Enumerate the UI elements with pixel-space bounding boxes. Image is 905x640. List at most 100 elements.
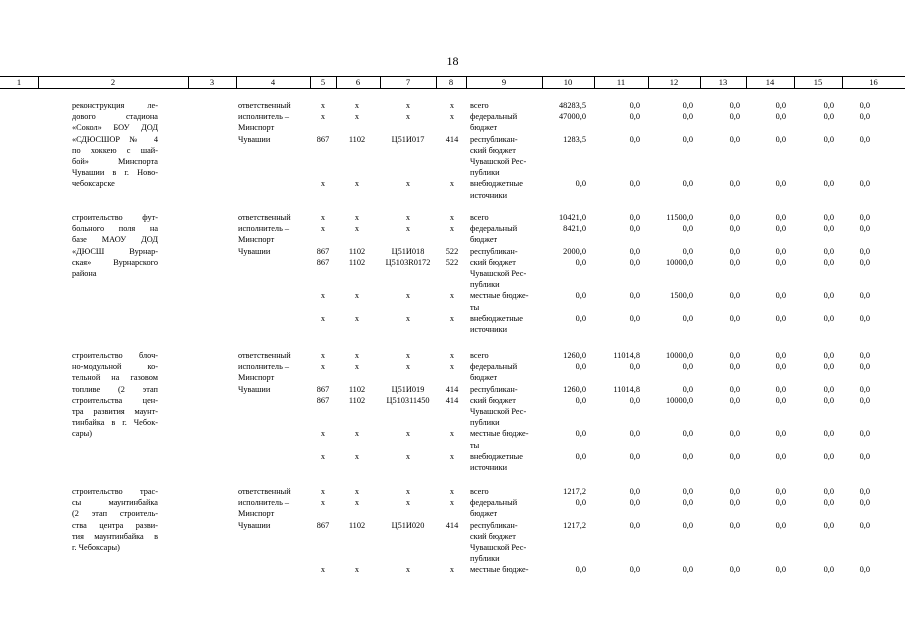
section-code: х — [354, 429, 360, 439]
funding-value: 10421,0 — [559, 213, 586, 222]
grbs-code: х — [320, 565, 326, 575]
funding-source-line: внебюджетные — [470, 313, 523, 323]
funding-value: 0,0 — [775, 498, 786, 508]
funding-value: 1260,0 — [563, 351, 586, 360]
header-col-16: 16 — [869, 77, 878, 87]
object-name-line: строительства цен- — [72, 395, 158, 405]
object-name-line: Чувашии в г. Ново- — [72, 168, 158, 178]
funding-source-line: федеральный — [470, 498, 518, 508]
funding-value: 0,0 — [823, 291, 834, 301]
funding-source-line: источники — [470, 463, 508, 472]
funding-source-line: внебюджетные — [470, 179, 523, 189]
executor-line: исполнитель – — [238, 498, 290, 508]
funding-source-line: местные бюдже- — [470, 429, 529, 439]
funding-value: 0,0 — [629, 257, 640, 267]
section-code: х — [354, 313, 360, 323]
target-article-code: х — [405, 313, 411, 323]
section-code: х — [354, 291, 360, 301]
executor-line: Минспорт — [238, 235, 275, 245]
funding-value: 0,0 — [775, 395, 786, 405]
section-code: х — [354, 351, 360, 360]
header-col-3: 3 — [209, 77, 215, 87]
section-code: 1102 — [348, 257, 366, 267]
funding-source-line: республикан- — [470, 520, 518, 530]
funding-value: 0,0 — [823, 429, 834, 439]
funding-value: 0,0 — [859, 451, 870, 461]
object-name-line: ства центра разви- — [72, 520, 158, 530]
funding-value: 0,0 — [629, 224, 640, 234]
funding-value: 0,0 — [682, 179, 693, 189]
grbs-code: 867 — [316, 246, 330, 256]
header-divider — [38, 77, 39, 88]
funding-value: 0,0 — [729, 565, 740, 575]
funding-value: 0,0 — [775, 429, 786, 439]
funding-source-line: публики — [470, 168, 500, 178]
funding-value: 0,0 — [629, 213, 640, 222]
object-name-line: больного поля на — [72, 224, 158, 234]
target-article-code: х — [405, 213, 411, 222]
funding-value: 0,0 — [575, 313, 586, 323]
funding-value: 0,0 — [729, 224, 740, 234]
funding-source-line: бюджет — [470, 123, 498, 133]
grbs-code: х — [320, 362, 326, 372]
funding-value: 10000,0 — [666, 351, 693, 360]
object-name-line: по хоккею с шай- — [72, 145, 158, 155]
section-code: 1102 — [348, 395, 366, 405]
header-divider — [842, 77, 843, 88]
grbs-code: х — [320, 213, 326, 222]
funding-value: 0,0 — [575, 179, 586, 189]
funding-value: 0,0 — [823, 112, 834, 122]
object-name-line: но-модульной ко- — [72, 362, 158, 372]
funding-value: 0,0 — [823, 565, 834, 575]
grbs-code: 867 — [316, 257, 330, 267]
funding-source-line: республикан- — [470, 384, 518, 394]
object-name-line: чебоксарске — [72, 179, 115, 189]
funding-value: 0,0 — [629, 291, 640, 301]
funding-value: 0,0 — [729, 384, 740, 394]
funding-value: 1217,2 — [563, 487, 586, 496]
funding-value: 0,0 — [682, 384, 693, 394]
funding-value: 0,0 — [859, 257, 870, 267]
expense-type-code: х — [449, 351, 455, 360]
header-col-5: 5 — [320, 77, 326, 87]
funding-value: 0,0 — [859, 429, 870, 439]
funding-value: 0,0 — [823, 395, 834, 405]
header-divider — [594, 77, 595, 88]
funding-value: 0,0 — [823, 257, 834, 267]
funding-value: 0,0 — [629, 395, 640, 405]
funding-value: 0,0 — [629, 565, 640, 575]
funding-value: 0,0 — [682, 520, 693, 530]
grbs-code: х — [320, 498, 326, 508]
grbs-code: х — [320, 291, 326, 301]
object-name-line: «СДЮСШОР № 4 — [72, 134, 158, 144]
funding-value: 0,0 — [775, 291, 786, 301]
funding-value: 0,0 — [682, 224, 693, 234]
object-name-line: г. Чебоксары) — [72, 543, 120, 552]
funding-value: 0,0 — [729, 487, 740, 496]
expense-type-code: х — [449, 429, 455, 439]
section-code: х — [354, 224, 360, 234]
header-col-10: 10 — [563, 77, 573, 87]
section-code: х — [354, 362, 360, 372]
header-col-6: 6 — [355, 77, 361, 87]
object-name-line: сары) — [72, 429, 92, 439]
expense-type-code: х — [449, 451, 455, 461]
object-name-line: дового стадиона — [72, 112, 158, 122]
funding-value: 0,0 — [775, 101, 786, 110]
funding-source-line: ты — [470, 440, 480, 450]
target-article-code: х — [405, 487, 411, 496]
funding-value: 0,0 — [823, 246, 834, 256]
funding-value: 11500,0 — [666, 213, 693, 222]
funding-source-line: Чувашской Рес- — [470, 157, 527, 166]
funding-value: 2000,0 — [563, 246, 586, 256]
section-code: х — [354, 498, 360, 508]
object-name-line: топливе (2 этап — [72, 384, 158, 394]
grbs-code: х — [320, 101, 326, 110]
grbs-code: х — [320, 224, 326, 234]
funding-value: 0,0 — [629, 451, 640, 461]
header-divider — [310, 77, 311, 88]
funding-value: 0,0 — [775, 112, 786, 122]
executor-line: Чувашии — [238, 246, 271, 256]
funding-source-line: публики — [470, 554, 500, 564]
funding-source-line: республикан- — [470, 134, 518, 144]
